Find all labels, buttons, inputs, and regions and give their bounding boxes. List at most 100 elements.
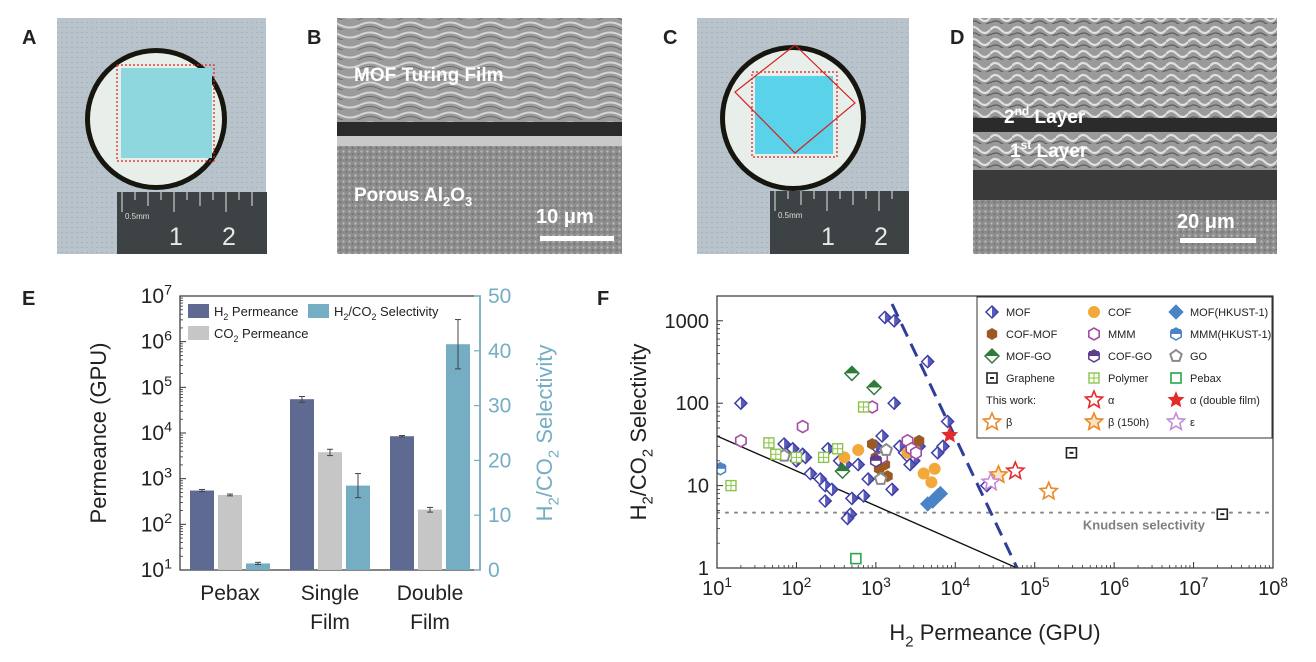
legend-marker <box>1088 327 1100 341</box>
marker-shape <box>909 445 923 460</box>
marker-fill <box>942 440 949 453</box>
ruler-num-2-c: 2 <box>874 223 888 251</box>
category-label: Pebax <box>200 582 260 605</box>
data-point <box>725 479 737 492</box>
data-point <box>790 451 803 464</box>
marker-fill <box>870 455 881 461</box>
legend-label: Graphene <box>1006 373 1055 385</box>
ruler-unit: 0.5mm <box>125 212 150 221</box>
legend-marker <box>1088 372 1100 384</box>
y-tick-label: 100 <box>676 393 709 415</box>
data-point <box>940 414 955 429</box>
legend-marker <box>1088 349 1100 363</box>
data-point <box>852 444 865 457</box>
data-point <box>869 453 882 468</box>
x-tick-label: 107 <box>1179 575 1209 600</box>
data-point <box>734 433 747 448</box>
legend-swatch-sel <box>308 304 329 318</box>
marker-shape <box>1083 388 1105 409</box>
layer1-label: 1st Layer <box>1010 138 1088 162</box>
left-axis-title: Permeance (GPU) <box>86 343 111 524</box>
x-tick-label: 104 <box>940 575 970 600</box>
bar-h-2 <box>446 344 470 570</box>
outline-box <box>116 64 215 162</box>
data-point <box>925 476 938 489</box>
film-label: MOF Turing Film <box>354 65 504 86</box>
marker-fill <box>835 464 850 472</box>
mof-film-layer <box>337 18 622 122</box>
bar-co-1 <box>318 452 342 570</box>
marker-fill <box>805 451 812 464</box>
legend-marker <box>1165 410 1187 431</box>
legend-label: COF <box>1108 307 1132 319</box>
legend-label: α <box>1108 395 1115 407</box>
legend-marker <box>1083 410 1105 431</box>
marker-shape <box>734 433 747 448</box>
marker-fill <box>844 366 859 374</box>
data-point <box>1065 447 1078 459</box>
marker-shape <box>867 438 878 450</box>
marker-fill <box>851 492 858 505</box>
category-label: Film <box>310 611 350 634</box>
legend-label: ε <box>1190 417 1195 429</box>
data-point <box>928 462 941 475</box>
marker-fill <box>927 355 934 368</box>
film-gap <box>337 122 622 136</box>
data-point <box>763 437 775 449</box>
marker-fill <box>784 437 791 450</box>
data-point <box>1038 480 1060 501</box>
y-tick-label: 1000 <box>665 311 710 333</box>
marker-shape <box>850 552 862 565</box>
data-point <box>913 434 925 447</box>
legend-marker <box>986 372 998 384</box>
panel-letter-f: F <box>597 288 609 310</box>
data-point <box>885 482 900 497</box>
data-point <box>867 438 878 450</box>
marker-fill <box>831 483 838 496</box>
marker-fill <box>1069 451 1074 454</box>
legend-label: β (150h) <box>1108 417 1149 429</box>
marker-shape <box>1167 391 1185 408</box>
panel-a: A 0.5mm 1 2 <box>22 18 267 254</box>
marker-fill <box>937 446 944 459</box>
substrate-label: Porous Al2O3 <box>354 185 472 209</box>
legend-label: MMM(HKUST-1) <box>1190 329 1271 341</box>
substrate-d <box>973 200 1277 254</box>
mof-film-square <box>121 68 212 158</box>
marker-shape <box>980 471 1002 492</box>
legend-marker <box>984 304 1000 320</box>
category-label: Double <box>397 582 464 605</box>
marker-shape <box>1088 327 1100 341</box>
chart-e: E 101 102 103 104 105 106 107 0 10 20 30 40 50 Permea… <box>22 283 563 634</box>
ruler-num-2: 2 <box>222 223 236 251</box>
outline-box-c <box>751 71 838 158</box>
right-tick-label: 0 <box>488 559 500 582</box>
marker-shape <box>1169 348 1183 362</box>
film-edge <box>337 136 622 146</box>
scale-bar-label-d: 20 μm <box>1177 211 1235 233</box>
marker-shape <box>1165 410 1187 431</box>
legend-label-h2: H2 Permeance <box>214 304 298 322</box>
data-point <box>733 396 748 411</box>
legend-label: GO <box>1190 351 1208 363</box>
marker-fill <box>947 415 954 428</box>
data-point <box>941 426 959 443</box>
data-point <box>873 471 888 485</box>
marker-shape <box>873 471 888 485</box>
chart-f: F 101 102 103 104 105 106 107 108 1 10 100 1000 H2 P… <box>597 288 1288 651</box>
marker-shape <box>852 444 865 457</box>
legend-marker <box>981 410 1003 431</box>
scale-bar-d <box>1180 238 1256 243</box>
data-point <box>840 511 855 526</box>
rotated-outline <box>734 44 856 154</box>
y-tick-label: 10 <box>687 476 709 498</box>
marker-fill <box>810 467 817 480</box>
panel-letter-c: C <box>663 27 677 49</box>
legend-box <box>976 296 1273 439</box>
panel-letter-a: A <box>22 27 36 49</box>
marker-fill <box>882 429 889 442</box>
marker-shape <box>941 426 959 443</box>
first-layer-film <box>973 132 1277 170</box>
data-point <box>935 439 951 454</box>
